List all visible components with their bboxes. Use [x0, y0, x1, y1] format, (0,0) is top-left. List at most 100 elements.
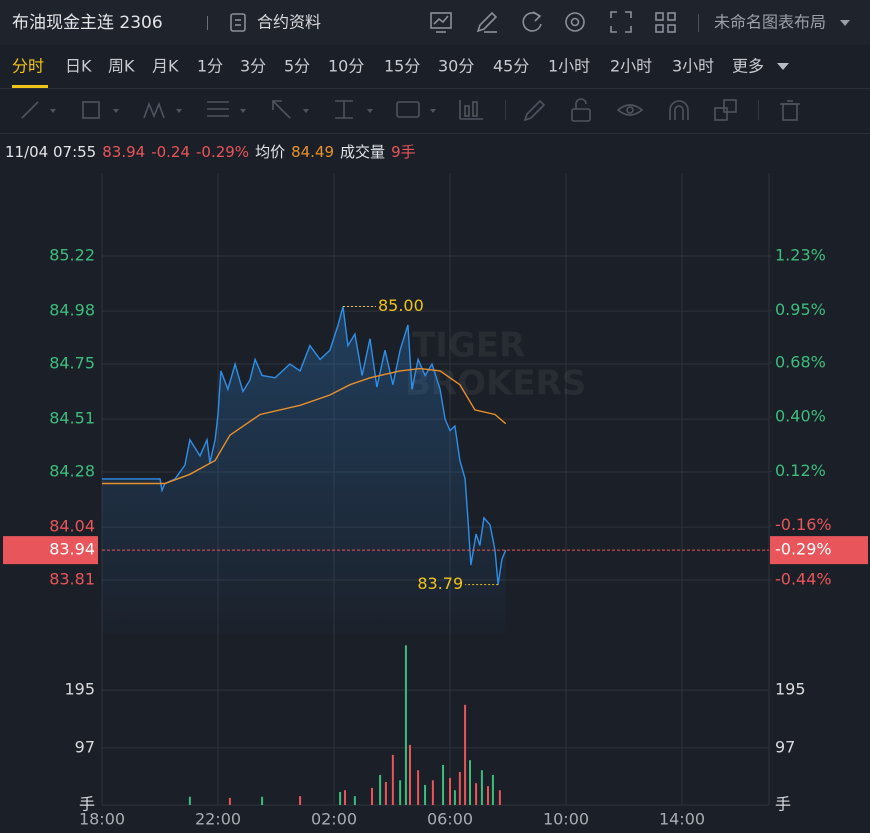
- icon-shape: [626, 106, 634, 114]
- timeframe-tab[interactable]: 分时: [12, 57, 44, 76]
- volume-bar: [344, 790, 347, 805]
- last-price-label: 83.94: [49, 540, 95, 559]
- timeframe-tab[interactable]: 10分: [328, 57, 364, 76]
- icon-shape: [655, 12, 664, 21]
- fib-tool[interactable]: [207, 101, 246, 117]
- icon-shape: [176, 109, 182, 113]
- contract-info-button[interactable]: 合约资料: [230, 13, 321, 32]
- pattern-tool[interactable]: [459, 100, 483, 120]
- timeframe-tab[interactable]: 1小时: [548, 57, 590, 76]
- y-tick-label: 84.51: [49, 409, 95, 428]
- icon-shape: [667, 12, 676, 21]
- icon-shape: [570, 17, 580, 27]
- timeframe-tab[interactable]: 更多: [732, 57, 764, 76]
- volume-bar: [339, 792, 342, 805]
- icon-shape: [472, 101, 478, 117]
- volume-bar: [299, 796, 302, 805]
- avg-value: 84.49: [291, 143, 334, 161]
- timeframe-tab[interactable]: 1分: [197, 57, 223, 76]
- timeframe-tab[interactable]: 5分: [284, 57, 310, 76]
- quote-line: 11/04 07:55 83.94 -0.24 -0.29% 均价 84.49 成交量 9手: [5, 143, 416, 161]
- icon-shape: [21, 101, 39, 119]
- timeframe-tab[interactable]: 45分: [493, 57, 529, 76]
- timeframe-tab[interactable]: 15分: [384, 57, 420, 76]
- separator: [758, 100, 759, 120]
- timeframe-tab[interactable]: 日K: [65, 57, 92, 76]
- indicator-icon[interactable]: [430, 12, 452, 33]
- wave-tool[interactable]: [143, 101, 182, 119]
- y2-tick-label: 0.95%: [775, 300, 826, 319]
- icon-shape: [240, 109, 246, 113]
- icon-shape: [272, 100, 282, 110]
- last-pct-box: [770, 536, 868, 565]
- volume-bar: [370, 787, 373, 805]
- y2-tick-label: -0.16%: [775, 515, 832, 534]
- icon-shape: [565, 12, 585, 32]
- lock-tool[interactable]: [571, 98, 591, 122]
- watermark: TIGER: [412, 326, 525, 366]
- contract-info: 合约资料: [257, 13, 321, 32]
- price-area: [102, 306, 506, 634]
- y-tick-label: 84.04: [49, 517, 95, 536]
- rect-tool[interactable]: [82, 101, 119, 119]
- icon-shape: [82, 101, 100, 119]
- y-tick-label: 84.28: [49, 461, 95, 480]
- volume-bar: [431, 780, 434, 805]
- more-arrow[interactable]: [777, 63, 789, 70]
- line-tool[interactable]: [21, 101, 56, 119]
- volume-bar: [449, 777, 451, 805]
- icon-shape: [532, 11, 542, 22]
- chart: 18:00 22:00 02:00 06:00 10:00 14:00 85.22 84.98…: [3, 173, 868, 829]
- volume-tick-label: 手: [79, 795, 95, 814]
- volume-bar: [228, 797, 231, 805]
- timeframe-tab[interactable]: 2小时: [610, 57, 652, 76]
- volume-bar: [475, 783, 478, 805]
- timeframe-tab[interactable]: 周K: [108, 57, 135, 76]
- eye-tool[interactable]: [616, 104, 644, 116]
- separator: [505, 100, 506, 120]
- layout-menu[interactable]: 未命名图表布局: [714, 13, 850, 32]
- text-tool[interactable]: [396, 101, 436, 118]
- y-tick-label: 84.75: [49, 353, 95, 372]
- timeframe-tab[interactable]: 月K: [152, 57, 179, 76]
- icon-shape: [143, 101, 165, 119]
- volume-bar: [379, 774, 382, 805]
- active-underline: [12, 85, 48, 88]
- settings-icon[interactable]: [565, 12, 585, 32]
- arrow-tool[interactable]: [272, 100, 309, 119]
- separator: [698, 14, 699, 32]
- x-tick-label: 18:00: [79, 810, 125, 829]
- icon-shape: [667, 24, 676, 33]
- delete-tool[interactable]: [780, 100, 800, 121]
- brush-tool[interactable]: [523, 99, 546, 122]
- layout-icon[interactable]: [655, 12, 676, 33]
- fullscreen-icon[interactable]: [610, 11, 632, 33]
- y2-tick-label: 0.12%: [775, 461, 826, 480]
- icon-shape: [723, 99, 737, 113]
- volume-bar: [453, 790, 456, 805]
- extreme-label: 85.00: [378, 296, 424, 315]
- price-line: [102, 306, 507, 585]
- volume-bar: [384, 782, 387, 805]
- volume-tick-label-right: 手: [775, 795, 791, 814]
- timeframe-tab[interactable]: 3分: [240, 57, 266, 76]
- icon-shape: [714, 107, 728, 121]
- y2-tick-label: 0.40%: [775, 407, 826, 426]
- timeframe-tab[interactable]: 30分: [438, 57, 474, 76]
- volume-bar: [486, 786, 489, 805]
- volume-bar: [408, 744, 411, 805]
- volume-bar: [498, 790, 501, 805]
- tool-row: [21, 98, 800, 122]
- volume-bar: [417, 770, 420, 805]
- draw-icon[interactable]: [476, 11, 498, 33]
- icon-shape: [610, 26, 617, 33]
- measure-tool[interactable]: [335, 100, 373, 119]
- layers-tool[interactable]: [714, 99, 737, 121]
- refresh-icon[interactable]: [522, 11, 542, 32]
- icon-shape: [433, 15, 449, 25]
- timeframe-tab[interactable]: 3小时: [672, 57, 714, 76]
- quote-price: 83.94: [102, 143, 145, 161]
- magnet-tool[interactable]: [669, 100, 689, 120]
- icon-shape: [272, 100, 291, 119]
